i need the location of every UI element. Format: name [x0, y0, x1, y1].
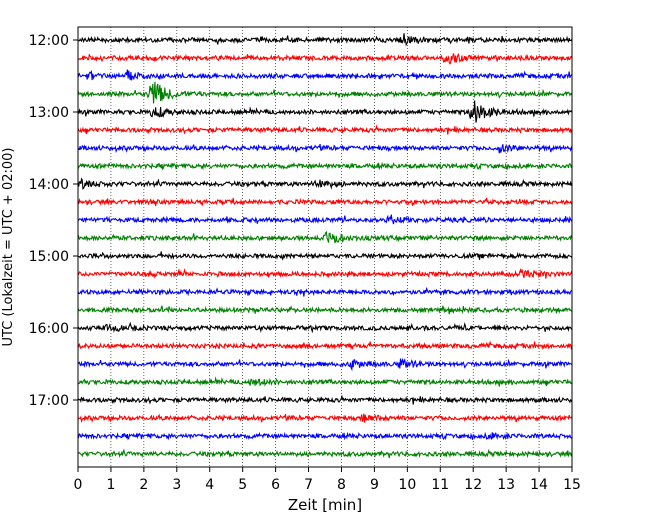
- x-tick-label: 3: [172, 477, 181, 493]
- seismogram-trace: [77, 321, 573, 334]
- seismogram-trace: [77, 340, 573, 351]
- seismogram-trace: [77, 413, 573, 424]
- seismogram-trace: [77, 357, 573, 372]
- seismogram-trace: [77, 376, 573, 387]
- seismogram-trace: [77, 81, 573, 104]
- seismogram-trace: [77, 305, 573, 315]
- x-tick-label: 4: [205, 477, 214, 493]
- x-tick-label: 8: [337, 477, 346, 493]
- plot-frame: [77, 26, 573, 468]
- x-axis: 0 1 2 3 4 5 6 7 8 9 10 11 12 13 14 15: [74, 467, 581, 493]
- x-tick-label: 13: [497, 477, 515, 493]
- seismogram-trace: [77, 69, 573, 81]
- x-tick-label: 9: [370, 477, 379, 493]
- seismogram-trace: [77, 52, 573, 65]
- seismogram-trace: [77, 448, 573, 459]
- grid-lines: [110, 27, 540, 467]
- x-tick-label: 10: [398, 477, 416, 493]
- x-tick-label: 6: [271, 477, 280, 493]
- seismogram-trace: [77, 124, 573, 135]
- y-tick-label: 16:00: [29, 321, 69, 337]
- trace-group: [77, 33, 573, 459]
- seismogram-trace: [77, 267, 573, 280]
- x-tick-label: 1: [106, 477, 115, 493]
- seismogram-trace: [77, 214, 573, 225]
- seismogram-trace: [77, 286, 573, 297]
- x-axis-label: Zeit [min]: [288, 496, 362, 514]
- x-tick-label: 7: [304, 477, 313, 493]
- seismogram-trace: [77, 100, 573, 123]
- x-tick-label: 0: [74, 477, 83, 493]
- seismogram-trace: [77, 394, 573, 405]
- seismogram-trace: [77, 161, 573, 171]
- x-tick-label: 15: [563, 477, 581, 493]
- x-tick-label: 14: [530, 477, 548, 493]
- seismogram-trace: [77, 143, 573, 154]
- seismogram-trace: [77, 177, 573, 190]
- y-tick-label: 14:00: [29, 177, 69, 193]
- x-tick-label: 2: [139, 477, 148, 493]
- x-tick-label: 11: [431, 477, 449, 493]
- seismogram-trace: [77, 251, 573, 261]
- y-tick-label: 15:00: [29, 249, 69, 265]
- y-tick-label: 17:00: [29, 393, 69, 409]
- x-tick-label: 12: [464, 477, 482, 493]
- x-tick-label: 5: [238, 477, 247, 493]
- seismogram-trace: [77, 33, 573, 47]
- seismogram-trace: [77, 230, 573, 244]
- seismogram-trace: [77, 197, 573, 207]
- y-tick-label: 12:00: [29, 33, 69, 49]
- y-tick-label: 13:00: [29, 105, 69, 121]
- y-axis-label: UTC (Lokalzeit = UTC + 02:00): [1, 148, 16, 347]
- y-axis: 12:00 13:00 14:00 15:00 16:00 17:00: [29, 33, 78, 409]
- seismogram-trace: [77, 431, 573, 441]
